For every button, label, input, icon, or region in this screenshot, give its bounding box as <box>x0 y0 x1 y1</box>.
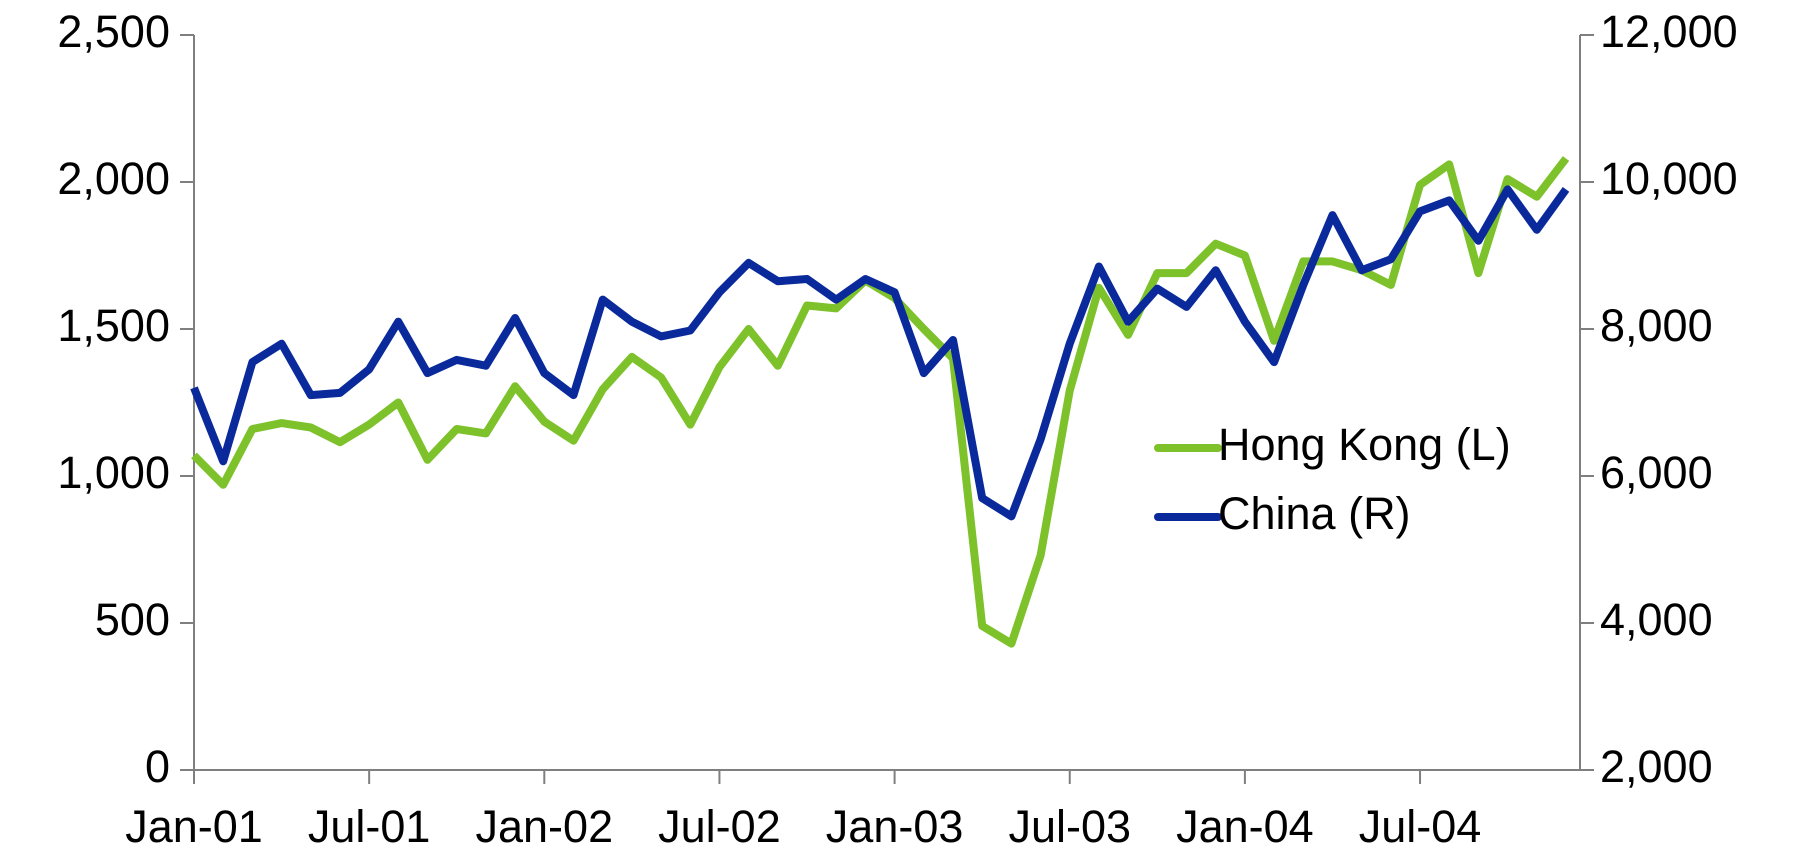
y2-tick-label: 6,000 <box>1600 447 1713 498</box>
y2-tick-label: 2,000 <box>1600 741 1713 792</box>
y2-tick-label: 4,000 <box>1600 594 1713 645</box>
legend-label: Hong Kong (L) <box>1218 419 1511 470</box>
x-tick-label: Jan-02 <box>476 801 614 852</box>
x-tick-label: Jul-04 <box>1359 801 1482 852</box>
y-tick-label: 2,500 <box>57 6 170 57</box>
x-tick-label: Jul-02 <box>658 801 781 852</box>
y2-tick-label: 12,000 <box>1600 6 1738 57</box>
y2-tick-label: 10,000 <box>1600 153 1738 204</box>
x-tick-label: Jan-01 <box>125 801 263 852</box>
series-line <box>190 185 1570 521</box>
y-tick-label: 500 <box>95 594 170 645</box>
y-tick-label: 1,500 <box>57 300 170 351</box>
y-tick-label: 0 <box>145 741 170 792</box>
x-tick-label: Jul-03 <box>1008 801 1131 852</box>
legend-label: China (R) <box>1218 488 1411 539</box>
series-line <box>191 156 1570 648</box>
x-tick-label: Jan-03 <box>826 801 964 852</box>
x-tick-label: Jan-04 <box>1176 801 1314 852</box>
y2-tick-label: 8,000 <box>1600 300 1713 351</box>
y-tick-label: 1,000 <box>57 447 170 498</box>
y-tick-label: 2,000 <box>57 153 170 204</box>
x-tick-label: Jul-01 <box>308 801 431 852</box>
